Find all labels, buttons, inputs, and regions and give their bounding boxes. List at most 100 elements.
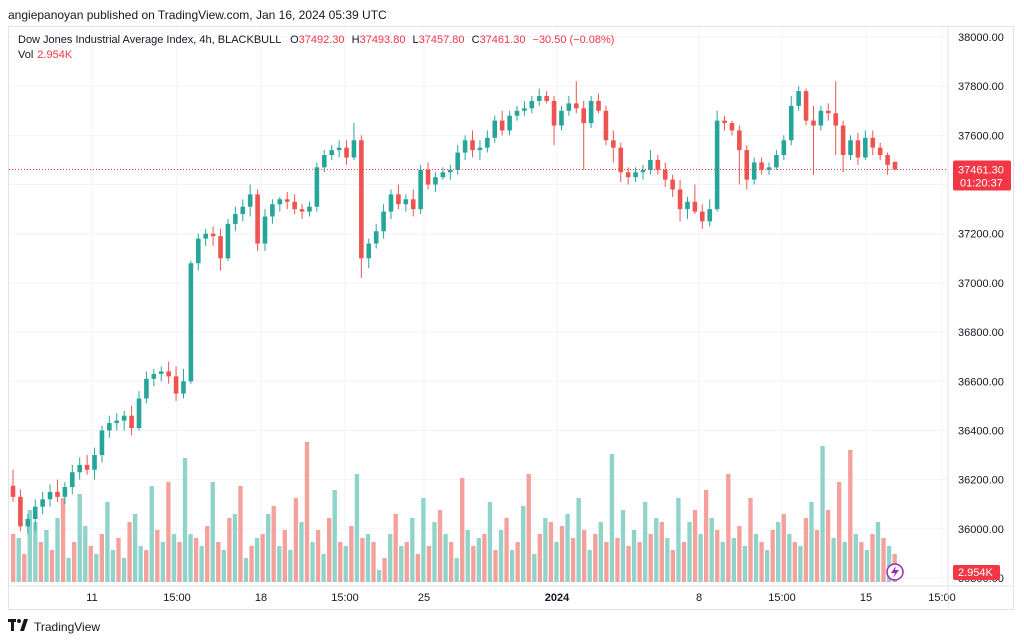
last-price-value: 37461.30 [958, 164, 1004, 176]
volume-bar [415, 554, 421, 582]
volume-bar [321, 554, 326, 582]
volume-bar [16, 538, 21, 582]
volume-bar [121, 558, 127, 582]
y-tick-label: 37800.00 [958, 81, 1004, 93]
volume-bar [55, 518, 60, 582]
candle-body [440, 172, 446, 178]
volume-bar [482, 534, 487, 582]
volume-bar [659, 522, 664, 582]
candle-body [751, 162, 757, 180]
volume-bar [881, 538, 886, 582]
symbol-name[interactable]: Dow Jones Industrial Average Index, 4h, … [18, 34, 281, 46]
volume-bar [94, 554, 99, 582]
volume-bar [554, 542, 559, 582]
volume-bar [498, 530, 504, 582]
volume-bar [620, 510, 626, 582]
x-tick-label: 15:00 [331, 592, 359, 604]
volume-bar [582, 530, 587, 582]
x-tick-label: 2024 [545, 592, 570, 604]
candle-body [373, 231, 379, 244]
candle-body [625, 172, 631, 178]
volume-bar [221, 550, 227, 582]
volume-bar [654, 518, 659, 582]
candle-body [136, 398, 142, 428]
candle-body [69, 472, 75, 488]
candle-body [685, 201, 690, 210]
candle-body [885, 155, 890, 165]
volume-bar [227, 518, 232, 582]
volume-bar [709, 518, 714, 582]
candle-body [144, 378, 149, 399]
candle-body [188, 263, 194, 382]
candle-body [255, 194, 260, 244]
volume-bar [809, 502, 814, 582]
candle-body [573, 103, 579, 109]
candle-body [99, 430, 105, 456]
volume-bar [726, 474, 731, 582]
candle-body [121, 415, 127, 421]
candle-body [351, 140, 357, 158]
change-value: −30.50 (−0.08%) [532, 34, 615, 46]
volume-bar [127, 522, 132, 582]
volume-bar [249, 546, 254, 582]
candle-body [247, 194, 253, 207]
candle-body [299, 209, 305, 212]
candle-body [418, 169, 423, 210]
volume-bar [277, 546, 282, 582]
volume-bar [853, 534, 858, 582]
chart-frame [8, 26, 1014, 610]
volume-bar [604, 542, 609, 582]
candle-body [225, 223, 231, 259]
candle-body [803, 91, 809, 121]
candle-body [107, 423, 112, 431]
tradingview-logo-icon [8, 619, 28, 634]
volume-bar [642, 502, 648, 582]
volume-bar [787, 534, 792, 582]
volume-bar [465, 530, 470, 582]
volume-bar [293, 498, 299, 582]
volume-bar [626, 546, 631, 582]
volume-bar [448, 542, 454, 582]
volume-bar [565, 514, 570, 582]
candle-body [863, 137, 868, 158]
candle-body [559, 110, 564, 126]
volume-bar [326, 518, 332, 582]
candle-body [796, 91, 801, 106]
volume-bar [266, 514, 271, 582]
volume-bar [864, 550, 870, 582]
volume-bar [404, 542, 409, 582]
volume-bar [559, 526, 565, 582]
volume-bar [737, 526, 742, 582]
volume-bar [886, 546, 892, 582]
volume-bar [22, 554, 27, 582]
volume-bar [720, 542, 725, 582]
candle-body [151, 373, 157, 379]
candle-body [744, 150, 750, 180]
volume-bar [598, 522, 603, 582]
candle-body [714, 120, 720, 210]
lightning-glyph [891, 566, 899, 578]
candle-body [485, 137, 490, 148]
volume-bar [99, 534, 105, 582]
candle-body [218, 236, 223, 259]
candle-body [892, 161, 898, 170]
candle-body [447, 169, 453, 173]
volume-bar [825, 510, 831, 582]
candle-body [40, 499, 45, 507]
candle-body [388, 194, 394, 212]
candle-body [284, 199, 290, 202]
candle-body [329, 150, 335, 156]
x-tick-label: 15:00 [928, 592, 956, 604]
candle-body [158, 371, 164, 374]
candle-body [270, 204, 275, 217]
candle-body [499, 120, 505, 131]
x-tick-label: 8 [696, 592, 702, 604]
candle-body [648, 159, 653, 170]
candle-body [233, 214, 238, 224]
volume-bar [504, 518, 509, 582]
candle-body [403, 199, 409, 205]
volume-bar [426, 546, 432, 582]
volume-bar [216, 542, 221, 582]
volume-bar [33, 522, 38, 582]
